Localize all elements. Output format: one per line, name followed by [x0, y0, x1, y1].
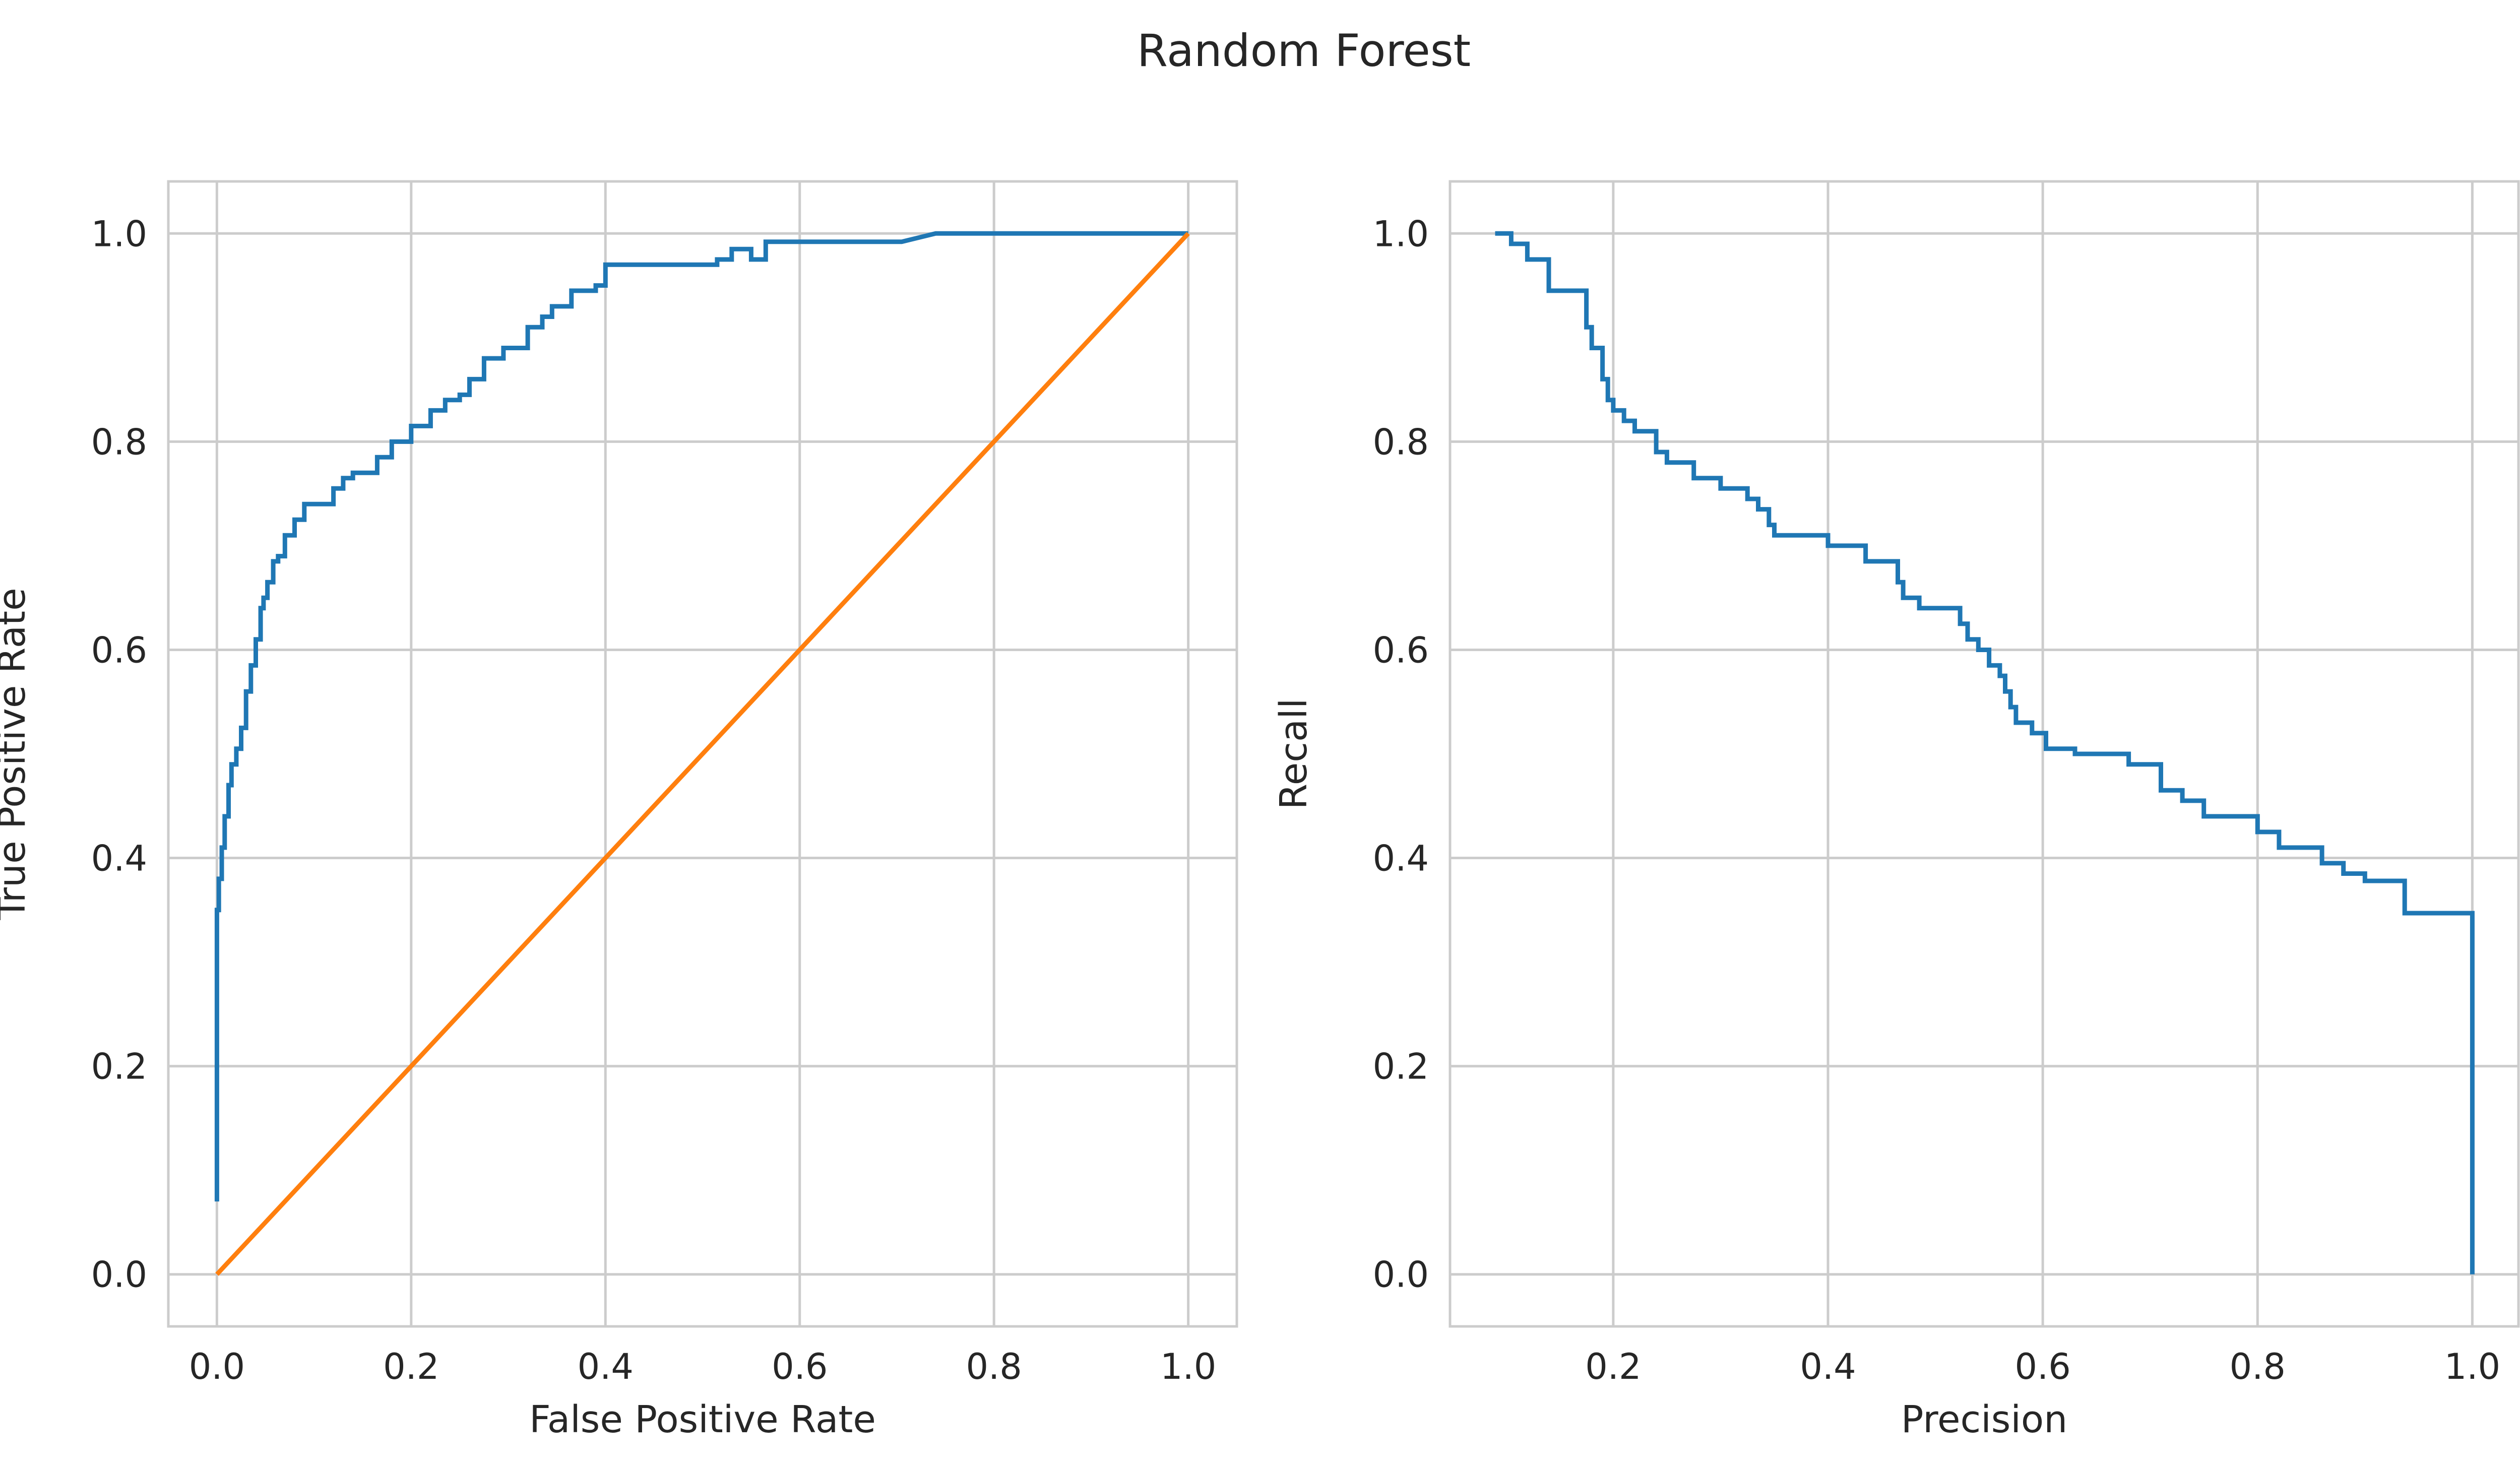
roc-plot-frame: [167, 180, 1238, 1328]
figure-title: Random Forest: [1137, 25, 1471, 77]
pr-plot-frame: [1448, 180, 2520, 1328]
precision-recall-plot: 0.2 0.4 0.6 0.8 1.0 0.0 0.2 0.4 0.6 0.8 1.0 Precisi…: [1272, 180, 2520, 1441]
pr-y-tick-label-3: 0.6: [1373, 629, 1429, 671]
roc-y-tick-label-3: 0.6: [91, 629, 147, 671]
roc-y-axis-label: True Positive Rate: [0, 588, 34, 920]
pr-y-tick-label-4: 0.8: [1373, 421, 1429, 463]
roc-x-tick-label-5: 1.0: [1160, 1346, 1216, 1387]
roc-x-tick-label-4: 0.8: [966, 1346, 1022, 1387]
roc-series-line-0: [214, 231, 1188, 1202]
pr-y-tick-label-2: 0.4: [1373, 838, 1429, 879]
roc-y-tick-label-4: 0.8: [91, 421, 147, 463]
pr-y-axis-label: Recall: [1272, 698, 1315, 810]
roc-x-axis-label: False Positive Rate: [529, 1398, 876, 1441]
roc-y-tick-label-5: 1.0: [91, 213, 147, 254]
pr-y-tick-label-5: 1.0: [1373, 213, 1429, 254]
pr-x-axis-label: Precision: [1901, 1398, 2067, 1441]
roc-series-line-1: [215, 232, 1190, 1276]
pr-y-tick-label-1: 0.2: [1373, 1046, 1429, 1088]
pr-x-tick-label-2: 0.6: [2014, 1346, 2070, 1387]
roc-y-tick-label-2: 0.4: [91, 838, 147, 879]
roc-x-tick-label-3: 0.6: [772, 1346, 828, 1387]
roc-x-tick-label-1: 0.2: [383, 1346, 439, 1387]
pr-x-tick-label-1: 0.4: [1800, 1346, 1856, 1387]
roc-y-tick-label-0: 0.0: [91, 1254, 147, 1296]
roc-x-tick-label-2: 0.4: [578, 1346, 634, 1387]
roc-curve-plot: 0.0 0.2 0.4 0.6 0.8 1.0 0.0 0.2 0.4 0.6 0.8 1.0 Fals…: [0, 180, 1238, 1441]
pr-series-line-0: [1495, 231, 2475, 1274]
roc-y-tick-label-1: 0.2: [91, 1046, 147, 1088]
roc-x-tick-label-0: 0.0: [189, 1346, 245, 1387]
pr-y-tick-label-0: 0.0: [1373, 1254, 1429, 1296]
pr-x-tick-label-4: 1.0: [2444, 1346, 2500, 1387]
pr-x-tick-label-0: 0.2: [1585, 1346, 1641, 1387]
pr-x-tick-label-3: 0.8: [2230, 1346, 2286, 1387]
